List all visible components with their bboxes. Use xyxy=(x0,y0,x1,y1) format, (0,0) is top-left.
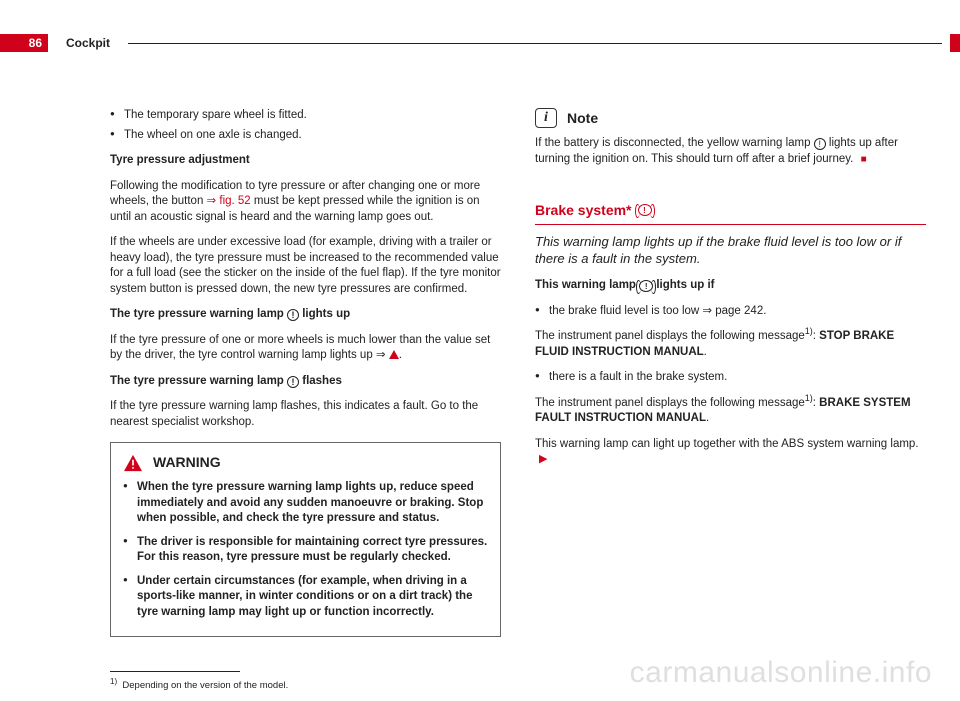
brake-message-2: The instrument panel displays the follow… xyxy=(535,396,926,427)
warning-lamp-lights-heading: The tyre pressure warning lamp ! lights … xyxy=(110,307,501,323)
warning-list: When the tyre pressure warning lamp ligh… xyxy=(123,480,488,620)
list-item: The temporary spare wheel is fitted. xyxy=(110,108,501,124)
page-body: The temporary spare wheel is fitted. The… xyxy=(110,108,926,683)
note-body: If the battery is disconnected, the yell… xyxy=(535,136,926,167)
warning-heading: WARNING xyxy=(123,453,488,472)
warning-lamp-flashes-paragraph: If the tyre pressure warning lamp flashe… xyxy=(110,399,501,430)
brake-bullets-1: the brake fluid level is too low ⇒ page … xyxy=(535,304,926,320)
text: lights up if xyxy=(656,279,714,291)
page-number: 86 xyxy=(0,34,48,52)
tyre-pressure-adjustment-heading: Tyre pressure adjustment xyxy=(110,153,501,169)
list-item: When the tyre pressure warning lamp ligh… xyxy=(123,480,488,527)
footnote-ref: 1) xyxy=(805,326,813,336)
section-end-marker: ■ xyxy=(861,154,867,165)
warning-triangle-icon xyxy=(123,454,143,472)
list-item: there is a fault in the brake system. xyxy=(535,370,926,386)
warning-triangle-icon xyxy=(389,350,399,359)
footnote-rule xyxy=(110,671,240,672)
brake-lights-heading: This warning lamp ! lights up if xyxy=(535,278,926,294)
tyre-pressure-lamp-icon: ! xyxy=(287,309,299,321)
text: The instrument panel displays the follow… xyxy=(535,330,805,342)
footnote-ref: 1) xyxy=(805,393,813,403)
intro-bullets: The temporary spare wheel is fitted. The… xyxy=(110,108,501,143)
brake-warning-lamp-icon: ! xyxy=(638,204,652,216)
list-item: Under certain circumstances (for example… xyxy=(123,574,488,621)
footnote: 1) Depending on the version of the model… xyxy=(110,680,501,693)
list-item: the brake fluid level is too low ⇒ page … xyxy=(535,304,926,320)
text: flashes xyxy=(302,375,342,387)
text: This warning lamp can light up together … xyxy=(535,438,919,450)
heading-text: Brake system* xyxy=(535,201,632,220)
brake-message-1: The instrument panel displays the follow… xyxy=(535,329,926,360)
tpa-paragraph-1: Following the modification to tyre press… xyxy=(110,179,501,226)
tyre-pressure-lamp-icon: ! xyxy=(814,138,826,150)
warning-lamp-lights-paragraph: If the tyre pressure of one or more whee… xyxy=(110,333,501,364)
brake-warning-lamp-icon: ! xyxy=(639,280,653,292)
tyre-pressure-lamp-icon: ! xyxy=(287,376,299,388)
note-box: i Note If the battery is disconnected, t… xyxy=(535,108,926,167)
right-column: i Note If the battery is disconnected, t… xyxy=(535,108,926,683)
brake-summary: This warning lamp lights up if the brake… xyxy=(535,233,926,268)
warning-lamp-flashes-heading: The tyre pressure warning lamp ! flashes xyxy=(110,374,501,390)
text: This warning lamp xyxy=(535,279,639,291)
warning-box: WARNING When the tyre pressure warning l… xyxy=(110,442,501,637)
text: The tyre pressure warning lamp xyxy=(110,375,287,387)
brake-system-heading: Brake system* ! xyxy=(535,201,926,225)
cross-ref-link[interactable]: ⇒ fig. 52 xyxy=(207,195,251,207)
footnote-marker: 1) xyxy=(110,677,117,686)
footnote-text: Depending on the version of the model. xyxy=(122,680,288,691)
text: If the tyre pressure of one or more whee… xyxy=(110,334,490,362)
warning-title: WARNING xyxy=(153,453,221,472)
tpa-paragraph-2: If the wheels are under excessive load (… xyxy=(110,235,501,297)
text: The tyre pressure warning lamp xyxy=(110,308,287,320)
text: . xyxy=(706,412,709,424)
text: The instrument panel displays the follow… xyxy=(535,397,805,409)
brake-tail: This warning lamp can light up together … xyxy=(535,437,926,468)
note-title: Note xyxy=(567,109,598,128)
page-header: 86 Cockpit xyxy=(0,34,960,52)
text: . xyxy=(704,346,707,358)
header-rule xyxy=(128,43,942,44)
header-edge-marker xyxy=(950,34,960,52)
text: lights up xyxy=(302,308,350,320)
text: . xyxy=(399,349,402,361)
brake-bullets-2: there is a fault in the brake system. xyxy=(535,370,926,386)
left-column: The temporary spare wheel is fitted. The… xyxy=(110,108,501,683)
continue-marker: ▶ xyxy=(539,453,547,465)
note-heading: i Note xyxy=(535,108,926,128)
list-item: The driver is responsible for maintainin… xyxy=(123,535,488,566)
list-item: The wheel on one axle is changed. xyxy=(110,128,501,144)
info-icon: i xyxy=(535,108,557,128)
section-title: Cockpit xyxy=(66,35,110,51)
text: If the battery is disconnected, the yell… xyxy=(535,137,814,149)
